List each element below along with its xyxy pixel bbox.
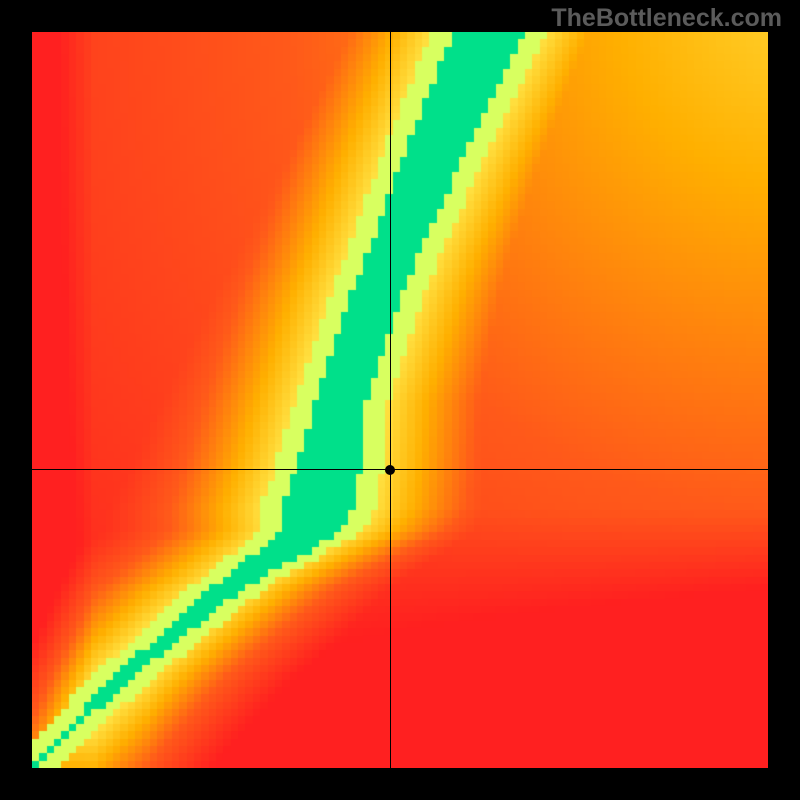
- crosshair-vertical: [390, 32, 391, 768]
- bottleneck-heatmap: [32, 32, 768, 768]
- watermark-text: TheBottleneck.com: [551, 4, 782, 33]
- chart-frame: TheBottleneck.com: [0, 0, 800, 800]
- crosshair-horizontal: [32, 469, 768, 470]
